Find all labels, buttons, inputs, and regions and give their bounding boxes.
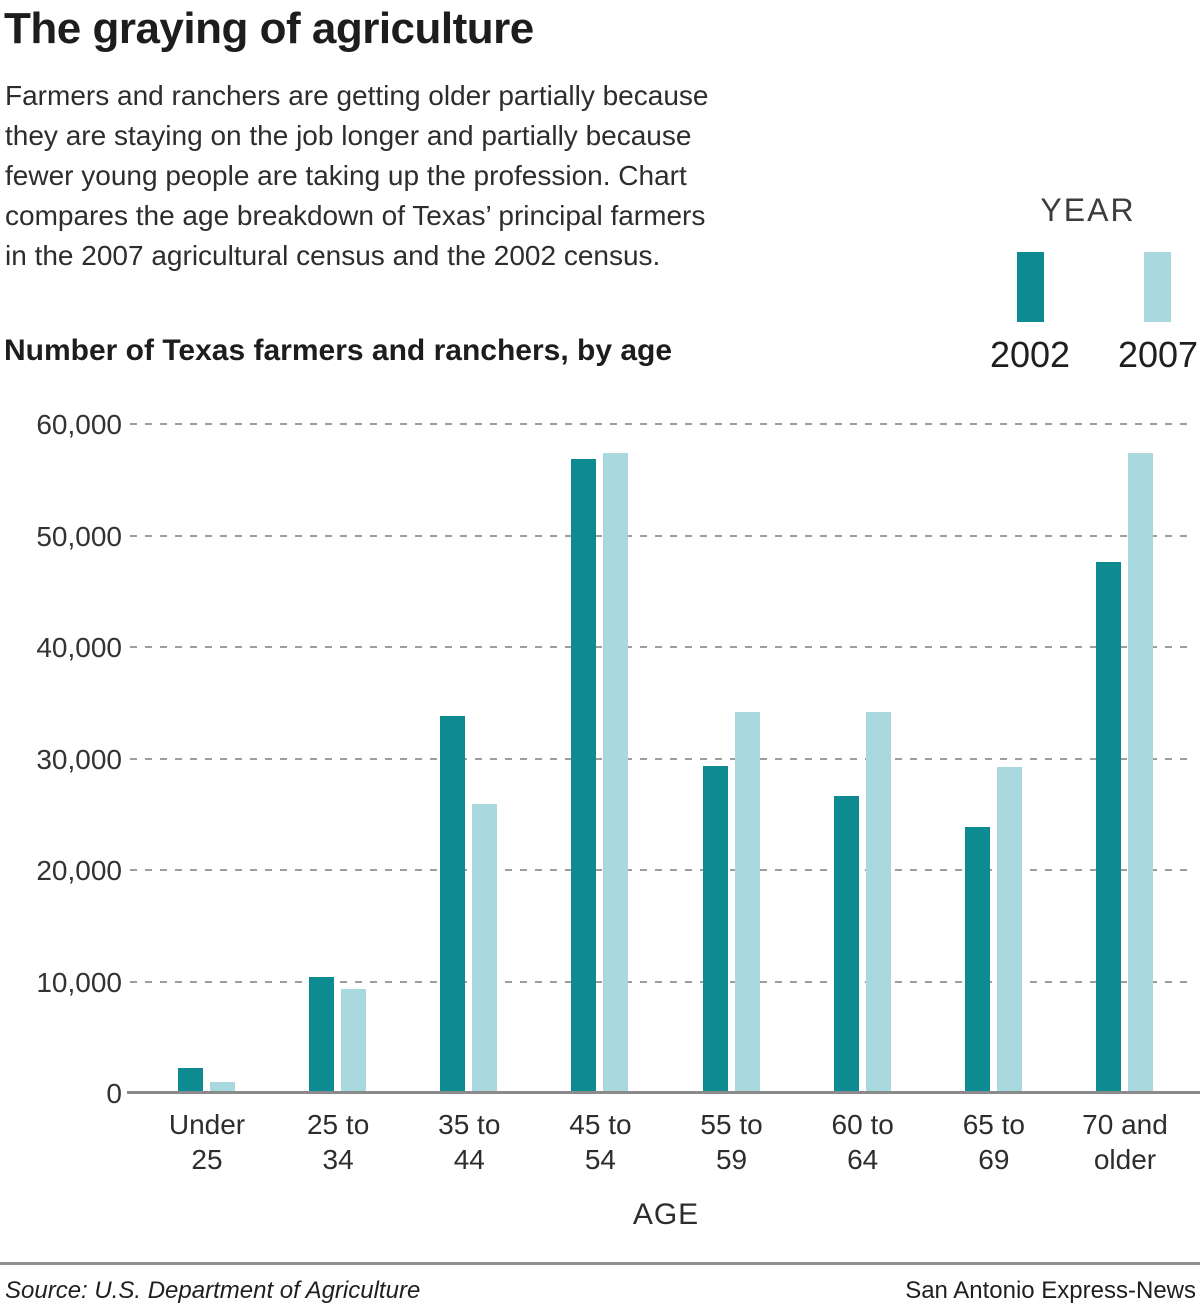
y-tick-30000: 30,000 <box>36 743 122 775</box>
bar-2007-under-25 <box>210 1081 235 1093</box>
gridline-60000 <box>130 423 1190 425</box>
x-label-line: 35 to <box>438 1109 501 1140</box>
y-tick-50000: 50,000 <box>36 520 122 552</box>
x-label-35-to-44: 35 to 44 <box>402 1107 536 1177</box>
description-line: they are staying on the job longer and p… <box>5 120 692 151</box>
bar-2002-35-to-44 <box>440 716 466 1093</box>
x-label-line: 70 and <box>1082 1109 1168 1140</box>
publisher-credit: San Antonio Express-News <box>905 1277 1196 1304</box>
x-label-45-to-54: 45 to 54 <box>533 1107 667 1177</box>
gridline-30000 <box>130 757 1190 760</box>
gridline-40000 <box>130 646 1190 648</box>
bar-2007-70-and-older <box>1127 453 1153 1093</box>
gridline-50000 <box>130 534 1190 537</box>
chart-title: Number of Texas farmers and ranchers, by… <box>4 334 673 367</box>
bar-2002-70-and-older <box>1095 562 1121 1093</box>
x-label-line: 34 <box>322 1144 354 1175</box>
page-title: The graying of agriculture <box>4 4 534 53</box>
y-tick-10000: 10,000 <box>36 966 122 998</box>
x-label-line: 55 to <box>700 1109 763 1140</box>
source-credit: Source: U.S. Department of Agriculture <box>5 1277 421 1304</box>
y-tick-20000: 20,000 <box>36 855 122 886</box>
y-tick-0: 0 <box>106 1078 122 1109</box>
x-label-line: 65 to <box>962 1109 1025 1140</box>
footer-divider <box>0 1262 1200 1265</box>
bar-2002-25-to-34 <box>309 977 335 1093</box>
legend-label-2002: 2002 <box>989 334 1071 375</box>
x-axis-line <box>127 1091 1200 1094</box>
bar-2002-65-to-69 <box>964 826 990 1093</box>
description-line: in the 2007 agricultural census and the … <box>5 240 661 271</box>
bar-2007-35-to-44 <box>472 804 498 1093</box>
bar-2007-65-to-69 <box>996 767 1022 1093</box>
x-label-60-to-64: 60 to 64 <box>796 1107 930 1177</box>
x-label-line: 64 <box>847 1144 879 1175</box>
x-label-55-to-59: 55 to 59 <box>665 1107 799 1177</box>
bar-2007-45-to-54 <box>603 453 629 1093</box>
legend-swatch-2002 <box>1017 252 1044 322</box>
chart-description: Farmers and ranchers are getting older p… <box>5 76 915 276</box>
bar-2002-55-to-59 <box>702 766 728 1093</box>
description-line: fewer young people are taking up the pro… <box>5 160 687 191</box>
description-line: Farmers and ranchers are getting older p… <box>5 80 709 111</box>
x-label-under-25: Under 25 <box>140 1107 274 1177</box>
y-tick-40000: 40,000 <box>36 632 122 663</box>
x-label-line: 54 <box>584 1144 616 1175</box>
bar-2007-25-to-34 <box>341 989 367 1093</box>
x-label-line: older <box>1093 1144 1157 1175</box>
bar-2007-60-to-64 <box>865 711 891 1093</box>
x-label-line: 45 to <box>569 1109 632 1140</box>
bar-2002-60-to-64 <box>833 796 859 1093</box>
x-label-line: 69 <box>978 1144 1010 1175</box>
x-label-25-to-34: 25 to 34 <box>271 1107 405 1177</box>
bar-2002-under-25 <box>178 1068 203 1093</box>
legend-title: YEAR <box>1040 192 1136 228</box>
gridline-10000 <box>130 980 1190 983</box>
y-tick-60000: 60,000 <box>36 409 122 440</box>
description-line: compares the age breakdown of Texas’ pri… <box>5 200 706 231</box>
gridline-20000 <box>130 869 1190 871</box>
x-label-line: 59 <box>715 1144 748 1175</box>
x-axis-title: AGE <box>632 1198 700 1231</box>
x-label-line: Under <box>168 1109 246 1140</box>
x-label-line: 44 <box>453 1144 485 1175</box>
x-label-70-and-older: 70 and older <box>1058 1107 1192 1177</box>
x-label-line: 25 to <box>306 1109 370 1140</box>
x-label-line: 60 to <box>831 1109 894 1140</box>
legend-swatch-2007 <box>1144 252 1171 322</box>
x-label-line: 25 <box>191 1144 223 1175</box>
bar-2002-45-to-54 <box>571 458 597 1093</box>
x-label-65-to-69: 65 to 69 <box>927 1107 1061 1177</box>
bar-2007-55-to-59 <box>734 711 760 1093</box>
legend-label-2007: 2007 <box>1117 334 1199 375</box>
plot-area <box>130 423 1197 1093</box>
